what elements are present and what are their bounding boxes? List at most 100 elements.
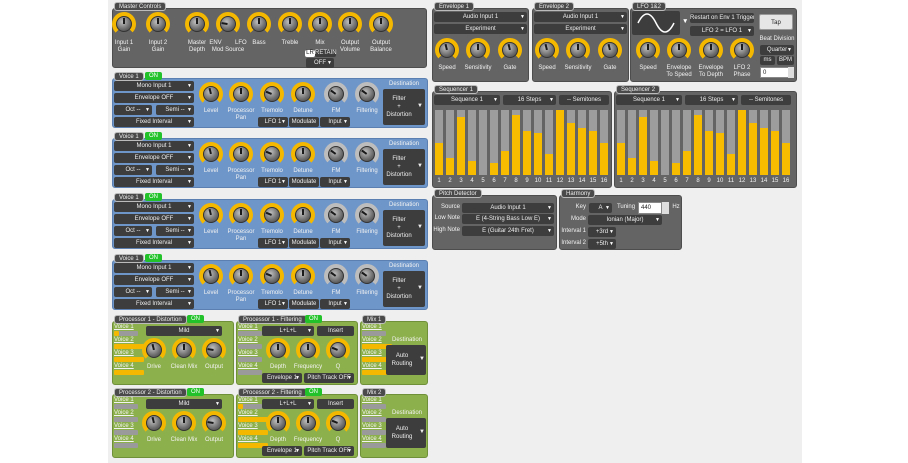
envelope-source-dropdown[interactable]: Audio Input 1 ▼ <box>534 12 627 22</box>
voice-knob-3[interactable] <box>291 82 315 106</box>
tuning-input[interactable]: 440 <box>638 202 662 214</box>
master-knob-8[interactable] <box>369 12 393 36</box>
sequencer-step-7[interactable] <box>501 110 509 175</box>
distortion-mode-dropdown[interactable]: Mild ▼ <box>146 326 222 336</box>
routing-voice-2-toggle[interactable] <box>238 344 262 349</box>
routing-voice-4-toggle[interactable] <box>114 370 144 375</box>
voice-interval-dropdown[interactable]: Fixed Interval ▼ <box>114 238 194 248</box>
voice-knob-2[interactable] <box>260 203 284 227</box>
voice-knob-1[interactable] <box>229 82 253 106</box>
voice-knob-4[interactable] <box>324 203 348 227</box>
sequencer-step-8[interactable] <box>694 110 702 175</box>
semitones-dropdown[interactable]: -- Semitones <box>559 95 609 105</box>
sequencer-step-4[interactable] <box>650 110 658 175</box>
bpm-button[interactable]: BPM <box>777 56 794 65</box>
sequencer-step-9[interactable] <box>705 110 713 175</box>
master-knob-7[interactable] <box>338 12 362 36</box>
filter-mode-dropdown[interactable]: L+L+L ▼ <box>262 326 314 336</box>
filter-mod-dropdown[interactable]: Envelope 1 ▼ <box>262 373 302 383</box>
sequencer-step-11[interactable] <box>727 110 735 175</box>
routing-voice-1-toggle[interactable] <box>114 404 138 409</box>
voice-semitone-dropdown[interactable]: Semi -- ▼ <box>156 226 194 236</box>
on-toggle[interactable]: ON <box>187 315 204 323</box>
sequencer-step-4[interactable] <box>468 110 476 175</box>
sequencer-step-10[interactable] <box>716 110 724 175</box>
voice-octave-dropdown[interactable]: Oct -- ▼ <box>114 105 152 115</box>
pitch-track-dropdown[interactable]: Pitch Track OFF ▼ <box>304 446 354 456</box>
voice-octave-dropdown[interactable]: Oct -- ▼ <box>114 165 152 175</box>
routing-voice-3-toggle[interactable] <box>238 430 268 435</box>
master-knob-5[interactable] <box>278 12 302 36</box>
harmony-int2-dropdown[interactable]: +5th ▼ <box>588 239 616 249</box>
voice-knob-3[interactable] <box>291 203 315 227</box>
destination-dropdown[interactable]: Filter + Distortion ▼ <box>383 89 425 125</box>
mix-destination-dropdown[interactable]: Auto Routing ▼ <box>386 418 426 448</box>
waveform-display[interactable] <box>632 11 680 35</box>
sequencer-step-3[interactable] <box>639 110 647 175</box>
mix-retain-toggle[interactable]: RETAIN <box>315 50 337 57</box>
routing-voice-4-toggle[interactable] <box>238 443 268 448</box>
voice-knob-3[interactable] <box>291 264 315 288</box>
envelope-knob-1[interactable] <box>466 38 490 62</box>
master-knob-1[interactable] <box>146 12 170 36</box>
harmony-int1-dropdown[interactable]: +3rd ▼ <box>588 227 616 237</box>
distortion-knob-1[interactable] <box>172 411 196 435</box>
on-toggle[interactable]: ON <box>187 388 204 396</box>
voice-semitone-dropdown[interactable]: Semi -- ▼ <box>156 105 194 115</box>
sequencer-step-8[interactable] <box>512 110 520 175</box>
routing-voice-1-toggle[interactable] <box>238 331 262 336</box>
on-toggle[interactable]: ON <box>305 315 322 323</box>
voice-input-dropdown[interactable]: Mono Input 1 ▼ <box>114 81 194 91</box>
lfo-knob-2[interactable] <box>699 38 723 62</box>
on-toggle[interactable]: ON <box>145 72 162 80</box>
distortion-knob-0[interactable] <box>142 411 166 435</box>
routing-voice-1-toggle[interactable] <box>362 404 386 409</box>
steps-dropdown[interactable]: 16 Steps ▼ <box>685 95 738 105</box>
routing-voice-1-toggle[interactable] <box>114 331 138 336</box>
sequencer-step-15[interactable] <box>771 110 779 175</box>
filter-knob-0[interactable] <box>266 338 290 362</box>
sequence-dropdown[interactable]: Sequence 1 ▼ <box>434 95 500 105</box>
voice-envelope-dropdown[interactable]: Envelope OFF ▼ <box>114 93 194 103</box>
envelope-knob-0[interactable] <box>535 38 559 62</box>
ms-button[interactable]: ms <box>760 56 775 65</box>
envelope-mode-dropdown[interactable]: Experiment ▼ <box>434 24 527 34</box>
voice-knob-1[interactable] <box>229 264 253 288</box>
filter-knob-1[interactable] <box>296 411 320 435</box>
voice-knob-2[interactable] <box>260 82 284 106</box>
voice-input-dropdown[interactable]: Mono Input 1 ▼ <box>114 263 194 273</box>
sequencer-step-13[interactable] <box>749 110 757 175</box>
voice-knob-5[interactable] <box>355 203 379 227</box>
master-knob-3[interactable] <box>216 12 240 36</box>
voice-octave-dropdown[interactable]: Oct -- ▼ <box>114 287 152 297</box>
voice-knob-0[interactable] <box>199 82 223 106</box>
voice-interval-dropdown[interactable]: Fixed Interval ▼ <box>114 299 194 309</box>
lfo-restart-dropdown[interactable]: Restart on Env 1 Trigger <box>690 13 754 23</box>
detune-modulate-button[interactable]: Modulate <box>289 299 319 309</box>
routing-voice-2-toggle[interactable] <box>362 344 392 349</box>
filter-knob-2[interactable] <box>326 411 350 435</box>
envelope-knob-0[interactable] <box>435 38 459 62</box>
tremolo-source-dropdown[interactable]: LFO 1 ▼ <box>258 117 288 127</box>
tremolo-source-dropdown[interactable]: LFO 1 ▼ <box>258 299 288 309</box>
on-toggle[interactable]: ON <box>145 193 162 201</box>
lfo-knob-0[interactable] <box>636 38 660 62</box>
mix-destination-dropdown[interactable]: Auto Routing ▼ <box>386 345 426 375</box>
distortion-mode-dropdown[interactable]: Mild ▼ <box>146 399 222 409</box>
sequencer-step-12[interactable] <box>738 110 746 175</box>
sequence-dropdown[interactable]: Sequence 1 ▼ <box>616 95 682 105</box>
fm-source-dropdown[interactable]: Input ▼ <box>320 238 350 248</box>
destination-dropdown[interactable]: Filter + Distortion ▼ <box>383 210 425 246</box>
fm-source-dropdown[interactable]: Input ▼ <box>320 177 350 187</box>
voice-knob-0[interactable] <box>199 264 223 288</box>
routing-voice-3-toggle[interactable] <box>238 357 262 362</box>
pitch-track-dropdown[interactable]: Pitch Track OFF ▼ <box>304 373 354 383</box>
sequencer-step-16[interactable] <box>600 110 608 175</box>
voice-envelope-dropdown[interactable]: Envelope OFF ▼ <box>114 153 194 163</box>
harmony-mode-dropdown[interactable]: Ionian (Major) ▼ <box>588 215 662 225</box>
fm-source-dropdown[interactable]: Input ▼ <box>320 299 350 309</box>
on-toggle[interactable]: ON <box>145 254 162 262</box>
filter-knob-1[interactable] <box>296 338 320 362</box>
routing-voice-4-toggle[interactable] <box>362 443 386 448</box>
master-knob-4[interactable] <box>247 12 271 36</box>
